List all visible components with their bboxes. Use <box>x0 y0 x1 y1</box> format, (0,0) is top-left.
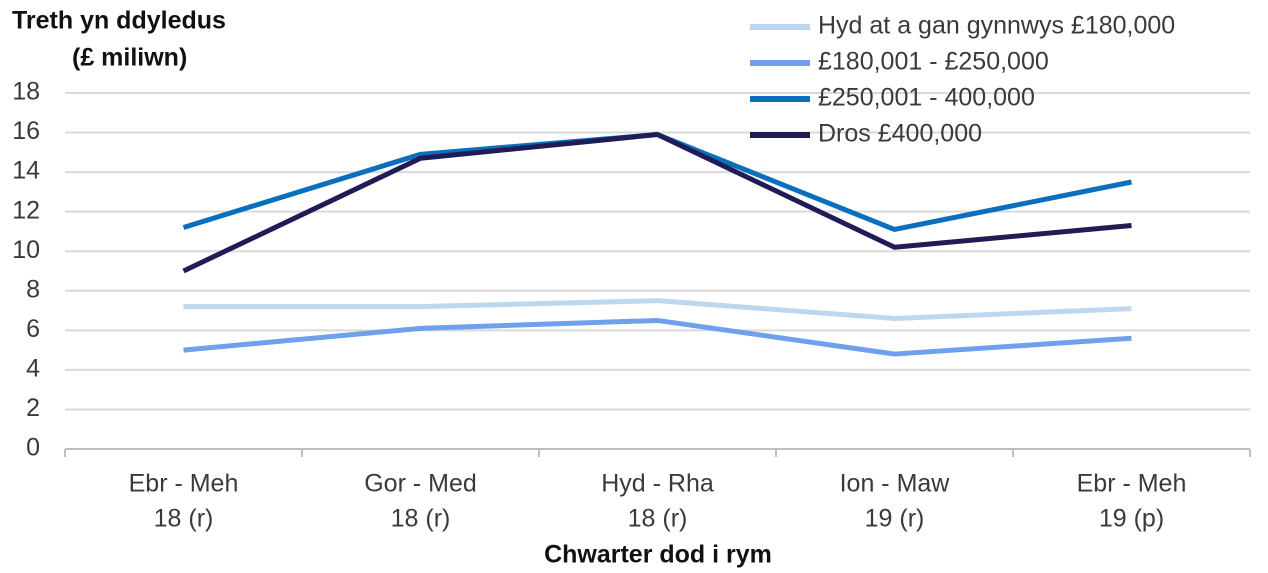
y-tick-label: 12 <box>12 196 40 224</box>
y-tick-label: 2 <box>26 394 40 422</box>
x-tick-label: 18 (r) <box>154 505 214 533</box>
x-tick-label: 19 (r) <box>865 505 925 533</box>
x-tick-label: Ebr - Meh <box>1077 470 1187 498</box>
y-tick-label: 4 <box>26 354 40 382</box>
x-tick-label: 18 (r) <box>391 505 451 533</box>
series-line <box>182 132 1132 274</box>
y-tick-label: 10 <box>12 236 40 264</box>
x-tick-label: 18 (r) <box>628 505 688 533</box>
y-tick-label: 18 <box>12 78 40 106</box>
y-tick-label: 8 <box>26 275 40 303</box>
x-tick-label: Ebr - Meh <box>129 470 239 498</box>
y-axis-label: Treth yn ddyledus <box>12 7 226 35</box>
y-tick-label: 14 <box>12 157 40 185</box>
legend-label: £250,001 - 400,000 <box>818 84 1035 112</box>
legend-label: £180,001 - £250,000 <box>818 48 1049 76</box>
x-tick-label: Ion - Maw <box>840 470 951 498</box>
legend-label: Hyd at a gan gynnwys £180,000 <box>818 12 1175 40</box>
x-tick-label: Gor - Med <box>364 470 477 498</box>
y-axis-label: (£ miliwn) <box>72 44 187 72</box>
series-line <box>183 298 1132 321</box>
series-line <box>183 317 1132 357</box>
y-tick-label: 16 <box>12 117 40 145</box>
x-tick-label: Hyd - Rha <box>601 470 714 498</box>
x-axis-label: Chwarter dod i rym <box>544 541 772 569</box>
y-tick-label: 0 <box>26 434 40 462</box>
legend-label: Dros £400,000 <box>818 120 982 148</box>
x-tick-label: 19 (p) <box>1099 505 1164 533</box>
series-line <box>182 132 1132 232</box>
y-tick-label: 6 <box>26 315 40 343</box>
